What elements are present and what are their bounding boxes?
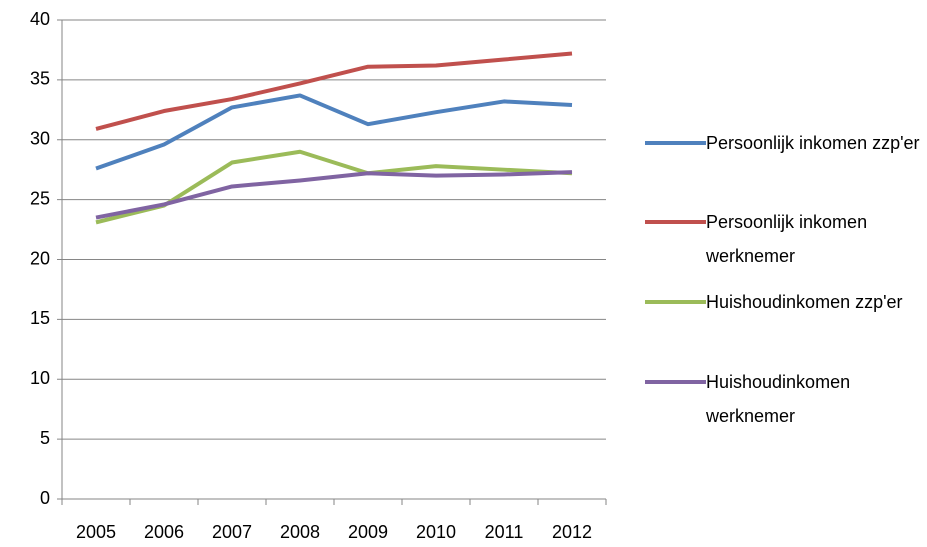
y-tick-label: 0 [40,488,50,508]
legend-label: Persoonlijk inkomen zzp'er [706,133,920,153]
legend-label: Persoonlijk inkomen werknemer [706,212,868,266]
y-tick-label: 25 [30,188,50,208]
y-tick-label: 5 [40,428,50,448]
x-tick-label: 2007 [212,522,252,542]
legend-label: Huishoudinkomen zzp'er [706,292,903,312]
x-tick-label: 2008 [280,522,320,542]
series-line [95,149,573,225]
y-tick-label: 30 [30,129,50,149]
series-line [95,170,573,220]
series-line [95,93,573,171]
legend-label: Huishoudinkomen werknemer [706,372,851,426]
y-tick-label: 10 [30,368,50,388]
y-tick-label: 35 [30,69,50,89]
x-tick-label: 2009 [348,522,388,542]
y-tick-label: 20 [30,248,50,268]
series-line [95,51,573,131]
y-tick-label: 15 [30,308,50,328]
x-tick-label: 2012 [552,522,592,542]
x-tick-label: 2005 [76,522,116,542]
x-tick-label: 2010 [416,522,456,542]
x-tick-label: 2011 [485,522,524,542]
y-tick-label: 40 [30,9,50,29]
x-tick-label: 2006 [144,522,184,542]
